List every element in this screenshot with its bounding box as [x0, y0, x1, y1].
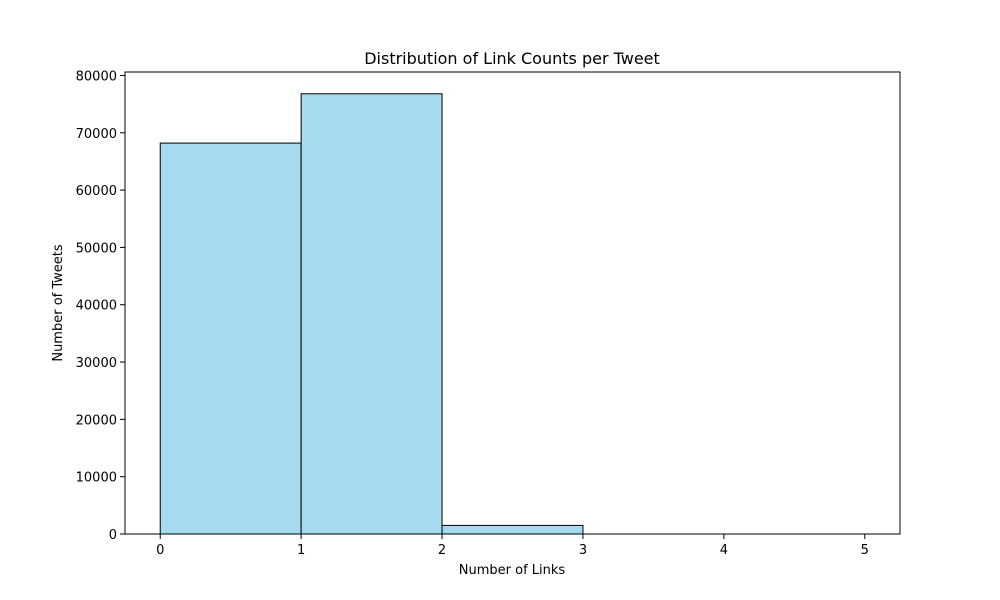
plot-frame [124, 71, 901, 535]
x-tick-label: 2 [438, 543, 446, 558]
x-axis-label: Number of Links [459, 563, 566, 578]
y-tick-label: 60000 [76, 184, 117, 199]
y-tick-label: 40000 [76, 299, 117, 314]
x-tick-label: 5 [861, 543, 869, 558]
y-axis: 0 10000 20000 30000 40000 50000 60000 70000 8000… [76, 69, 125, 543]
bars-group [159, 93, 584, 535]
histogram-bar-2 [441, 524, 584, 535]
histogram-bar-1 [300, 93, 443, 535]
y-tick-label: 30000 [76, 356, 117, 371]
y-tick-label: 70000 [76, 127, 117, 142]
x-axis: 0 1 2 3 4 5 [156, 534, 869, 558]
y-tick-label: 10000 [76, 471, 117, 486]
y-tick-label: 0 [109, 528, 117, 543]
x-tick-label: 4 [720, 543, 728, 558]
histogram-bar-0 [159, 142, 302, 535]
x-tick-label: 3 [579, 543, 587, 558]
y-tick-label: 80000 [76, 69, 117, 84]
x-tick-label: 0 [156, 543, 164, 558]
y-axis-label: Number of Tweets [51, 244, 66, 362]
y-tick-label: 50000 [76, 241, 117, 256]
y-tick-label: 20000 [76, 413, 117, 428]
chart-title: Distribution of Link Counts per Tweet [364, 49, 660, 68]
x-tick-label: 1 [297, 543, 305, 558]
